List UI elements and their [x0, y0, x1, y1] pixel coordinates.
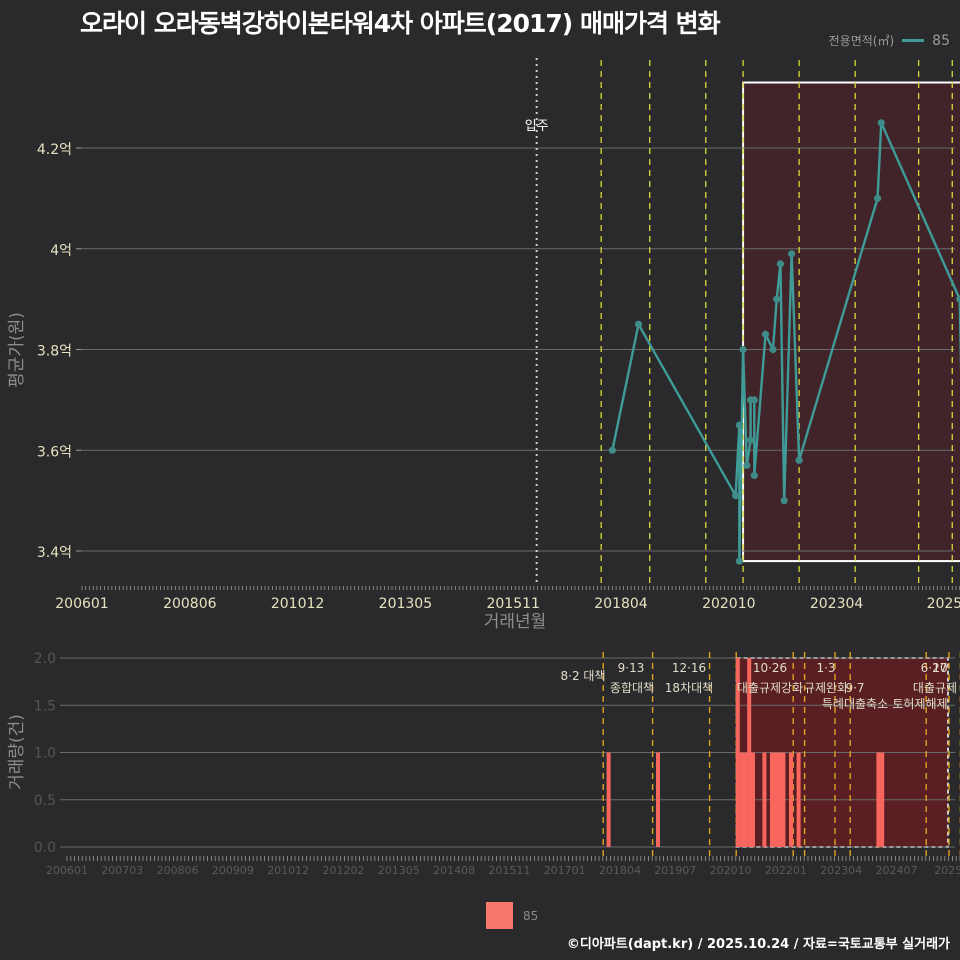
x-tick-label: 201305 [379, 596, 432, 612]
x-tick-label: 200909 [212, 864, 254, 877]
move-in-label: 입주 [525, 119, 549, 134]
x-tick-label: 201408 [433, 864, 475, 877]
x-tick-label: 201012 [267, 864, 309, 877]
policy-label: 규제완화 [804, 681, 848, 695]
x-tick-label: 201012 [271, 596, 324, 612]
price-point [762, 331, 769, 338]
price-point [878, 119, 885, 126]
x-tick-label: 202407 [876, 864, 918, 877]
volume-bar [789, 753, 793, 848]
y-tick-label: 0.0 [34, 840, 56, 856]
legend-bar-label: 85 [523, 909, 538, 923]
x-tick-label: 201804 [594, 596, 648, 612]
x-tick-label: 200601 [55, 596, 108, 612]
volume-bar [781, 753, 785, 848]
policy-label: 1·3 [816, 661, 835, 675]
price-point [751, 472, 758, 479]
price-point [635, 321, 642, 328]
price-point [743, 462, 750, 469]
price-point [773, 296, 780, 303]
price-point [751, 396, 758, 403]
y-tick-label: 3.6억 [37, 444, 72, 460]
policy-label: 대출규제 [913, 681, 957, 695]
price-point [781, 497, 788, 504]
policy-label: 특례대출축소 [822, 697, 888, 711]
volume-bar [656, 753, 660, 848]
legend-bar-swatch-icon [486, 902, 513, 929]
x-tick-label: 201701 [544, 864, 586, 877]
policy-label: 9·7 [845, 681, 864, 695]
policy-label: 10 [932, 661, 947, 675]
price-point [777, 260, 784, 267]
volume-bar [607, 753, 611, 848]
y-axis-title: 평균가(원) [7, 312, 27, 388]
y-tick-label: 3.8억 [37, 344, 72, 360]
volume-bar [743, 753, 747, 848]
x-tick-label: 200806 [157, 864, 199, 877]
price-point [739, 346, 746, 353]
policy-label: 12·16 [672, 661, 706, 675]
x-tick-label: 201511 [486, 596, 539, 612]
x-tick-label: 201305 [378, 864, 420, 877]
policy-label: 9·13 [618, 661, 645, 675]
x-tick-label: 201907 [654, 864, 696, 877]
price-point [747, 437, 754, 444]
volume-bar [770, 753, 774, 848]
x-tick-label: 201804 [599, 864, 641, 877]
volume-bar [778, 753, 782, 848]
x-tick-label: 200806 [163, 596, 217, 612]
price-point [788, 250, 795, 257]
volume-bar [876, 753, 880, 848]
y-tick-label: 3.4억 [37, 545, 72, 561]
y-tick-label: 2.0 [34, 651, 56, 667]
policy-label: 18차대책 [665, 680, 713, 695]
y-tick-label: 1.5 [34, 698, 56, 714]
volume-bar [740, 753, 744, 848]
x-tick-label: 202010 [710, 864, 752, 877]
policy-label: 대출규제강화 [737, 681, 803, 695]
x-tick-label: 202304 [810, 596, 864, 612]
x-axis-title: 거래년월 [484, 612, 547, 632]
price-point [609, 447, 616, 454]
policy-label: 8·2 대책 [561, 668, 606, 683]
volume-bar [880, 753, 884, 848]
source-footer: ©디아파트(dapt.kr) / 2025.10.24 / 자료=국토교통부 실… [567, 933, 950, 952]
y-axis-title: 거래량(건) [7, 714, 27, 790]
x-tick-label: 200703 [101, 864, 143, 877]
x-tick-label: 201511 [488, 864, 530, 877]
charts-canvas: 4.2억 4억 3.8억 3.6억 3.4억 입주 200601 200806 201012 20… [0, 0, 960, 960]
policy-label: 10·26 [753, 661, 787, 675]
volume-bar [797, 753, 801, 848]
y-tick-label: 4.2억 [37, 142, 72, 158]
y-tick-label: 4억 [50, 243, 72, 259]
x-tick-label: 20251 [934, 864, 960, 877]
price-point [874, 195, 881, 202]
x-tick-label: 202010 [702, 596, 755, 612]
policy-label: 종합대책 [610, 680, 654, 695]
volume-bar [774, 753, 778, 848]
price-point [796, 457, 803, 464]
price-point [732, 492, 739, 499]
policy-label: 토허제해제 [892, 697, 947, 711]
y-tick-label: 1.0 [34, 746, 56, 762]
x-tick-label: 200601 [46, 864, 88, 877]
x-tick-label: 201202 [323, 864, 365, 877]
x-tick-label: 202304 [820, 864, 862, 877]
y-tick-label: 0.5 [34, 793, 56, 809]
volume-bar [751, 753, 755, 848]
x-tick-label: 2025 [927, 596, 960, 612]
price-point [736, 421, 743, 428]
price-point [736, 557, 743, 564]
price-point [769, 346, 776, 353]
x-tick-label: 202201 [765, 864, 807, 877]
bottom-legend: 85 [486, 902, 538, 929]
volume-bar [762, 753, 766, 848]
